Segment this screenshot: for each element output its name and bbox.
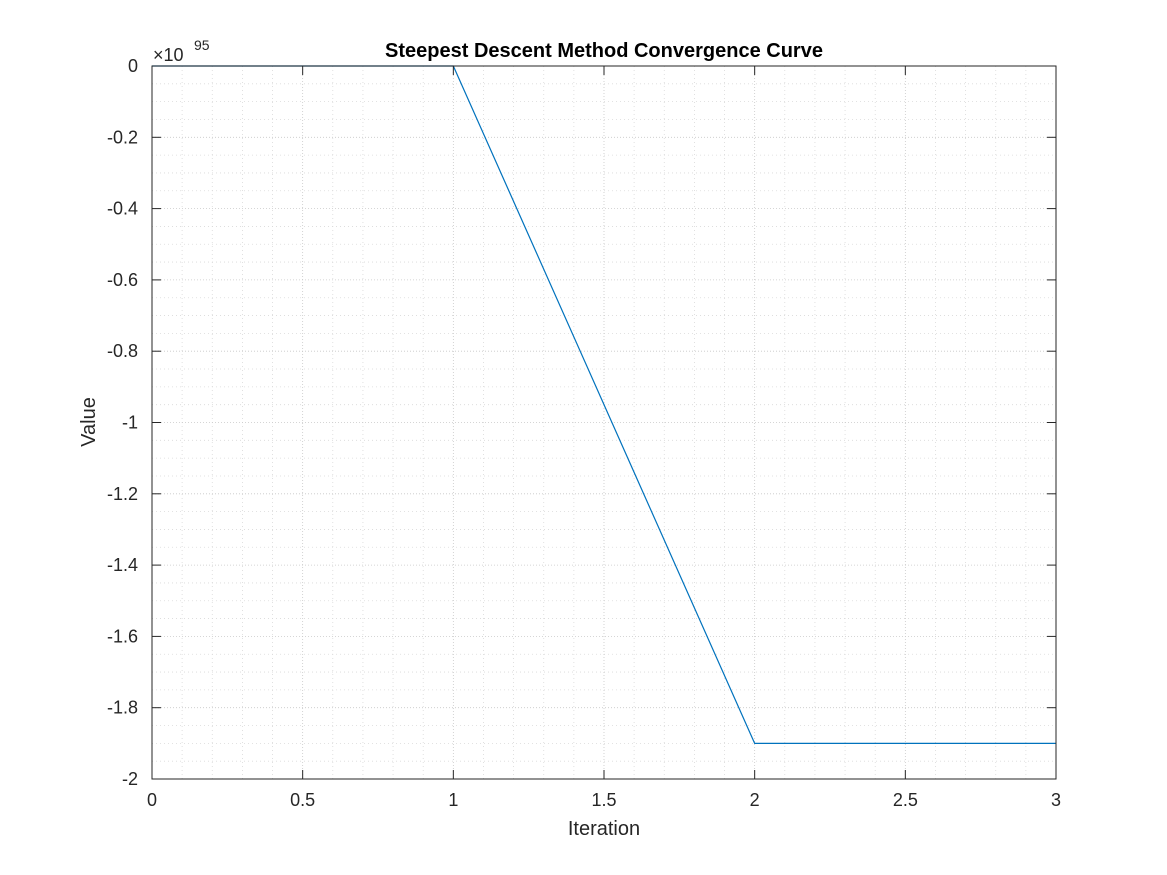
- x-tick-label: 0.5: [290, 790, 315, 810]
- x-tick-label: 1: [448, 790, 458, 810]
- y-tick-label: 0: [128, 56, 138, 76]
- chart-title: Steepest Descent Method Convergence Curv…: [385, 40, 823, 62]
- x-axis-label: Iteration: [568, 818, 640, 840]
- y-exponent-power: 95: [194, 37, 210, 53]
- x-tick-label: 2: [750, 790, 760, 810]
- y-tick-label: -1: [122, 413, 138, 433]
- x-tick-labels: 0 0.5 1 1.5 2 2.5 3: [147, 790, 1061, 810]
- x-tick-label: 0: [147, 790, 157, 810]
- y-tick-label: -1.4: [107, 555, 138, 575]
- y-tick-label: -1.6: [107, 626, 138, 646]
- x-tick-label: 1.5: [591, 790, 616, 810]
- y-tick-label: -0.4: [107, 199, 138, 219]
- y-tick-label: -0.6: [107, 270, 138, 290]
- ticks: [151, 65, 1057, 780]
- y-tick-label: -2: [122, 769, 138, 789]
- y-tick-label: -0.2: [107, 127, 138, 147]
- y-tick-label: -1.8: [107, 698, 138, 718]
- y-axis-label: Value: [78, 397, 100, 447]
- y-tick-labels: 0 -0.2 -0.4 -0.6 -0.8 -1 -1.2 -1.4 -1.6 -1.8 -2: [107, 56, 138, 789]
- x-tick-label: 2.5: [893, 790, 918, 810]
- y-exponent-multiplier: ×10: [153, 45, 184, 65]
- y-tick-label: -1.2: [107, 484, 138, 504]
- x-tick-label: 3: [1051, 790, 1061, 810]
- y-tick-label: -0.8: [107, 341, 138, 361]
